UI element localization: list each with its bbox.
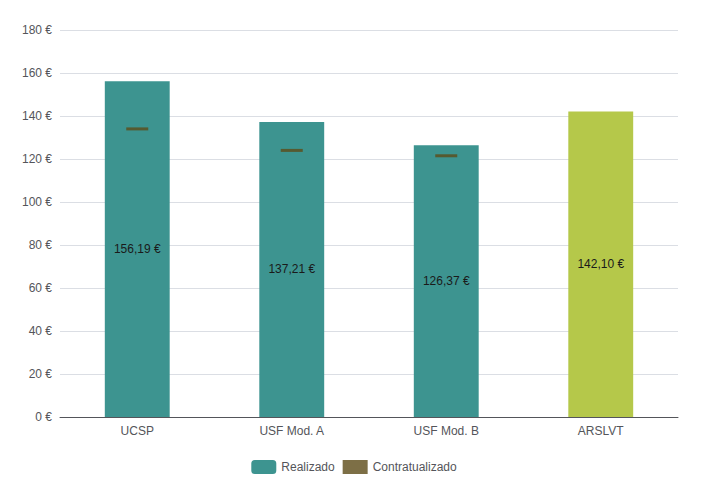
svg-text:142,10 €: 142,10 € [577, 257, 624, 271]
svg-text:180 €: 180 € [22, 23, 52, 37]
svg-text:ARSLVT: ARSLVT [578, 424, 624, 438]
svg-text:Realizado: Realizado [281, 460, 335, 474]
svg-text:156,19 €: 156,19 € [114, 242, 161, 256]
svg-text:60 €: 60 € [29, 281, 53, 295]
svg-text:100 €: 100 € [22, 195, 52, 209]
svg-text:40 €: 40 € [29, 324, 53, 338]
svg-text:USF Mod. A: USF Mod. A [259, 424, 324, 438]
svg-text:140 €: 140 € [22, 109, 52, 123]
svg-text:USF Mod. B: USF Mod. B [414, 424, 479, 438]
svg-text:126,37 €: 126,37 € [423, 274, 470, 288]
svg-text:120 €: 120 € [22, 152, 52, 166]
svg-text:0 €: 0 € [35, 410, 52, 424]
svg-text:80 €: 80 € [29, 238, 53, 252]
svg-text:20 €: 20 € [29, 367, 53, 381]
svg-text:137,21 €: 137,21 € [268, 262, 315, 276]
svg-text:Contratualizado: Contratualizado [373, 460, 457, 474]
svg-text:UCSP: UCSP [121, 424, 154, 438]
svg-text:160 €: 160 € [22, 66, 52, 80]
